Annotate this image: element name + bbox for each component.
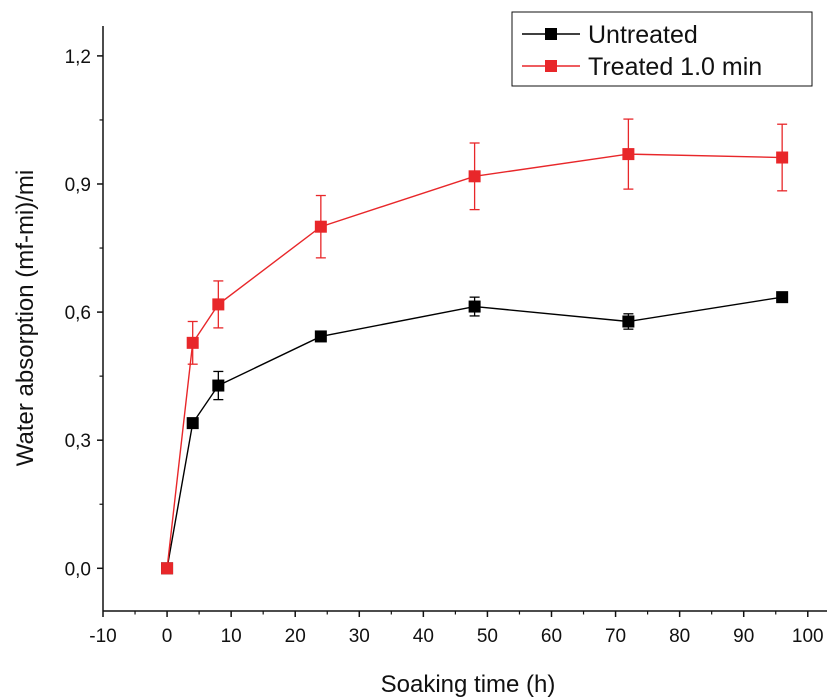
data-point bbox=[314, 220, 327, 233]
x-tick-label: 60 bbox=[541, 626, 562, 647]
data-point bbox=[186, 417, 199, 430]
data-point bbox=[468, 170, 481, 183]
series-layer bbox=[161, 118, 789, 575]
legend-items: Untreated Treated 1.0 min bbox=[522, 21, 762, 81]
y-tick-label: 0,3 bbox=[65, 431, 91, 452]
x-tick-label: 100 bbox=[792, 626, 824, 647]
data-point bbox=[314, 330, 327, 343]
data-point bbox=[186, 336, 199, 349]
x-tick-label: 50 bbox=[477, 626, 498, 647]
x-tick-label: 20 bbox=[285, 626, 306, 647]
y-ticks: 0,0 0,3 0,6 0,9 1,2 bbox=[65, 47, 103, 580]
series-line bbox=[166, 296, 783, 569]
data-point bbox=[622, 148, 635, 161]
legend-label: Treated 1.0 min bbox=[588, 53, 762, 81]
y-tick-label: 0,0 bbox=[65, 559, 91, 580]
y-tick-label: 1,2 bbox=[65, 47, 91, 68]
x-tick-label: 70 bbox=[605, 626, 626, 647]
x-tick-label: 40 bbox=[413, 626, 434, 647]
data-point bbox=[212, 379, 225, 392]
legend: Untreated Treated 1.0 min bbox=[511, 11, 813, 87]
legend-box bbox=[511, 11, 813, 87]
data-point bbox=[776, 291, 789, 304]
legend-marker bbox=[545, 28, 557, 40]
x-axis-title: Soaking time (h) bbox=[381, 671, 556, 698]
x-tick-label: -10 bbox=[89, 626, 116, 647]
y-tick-label: 0,6 bbox=[65, 303, 91, 324]
x-ticks: -10 0 10 20 30 40 50 60 70 80 90 100 bbox=[89, 611, 824, 647]
y-axis-title: Water absorption (mf-mi)/mi bbox=[12, 170, 39, 466]
data-point bbox=[161, 562, 174, 575]
x-tick-label: 30 bbox=[349, 626, 370, 647]
data-point bbox=[212, 298, 225, 311]
legend-marker bbox=[545, 60, 557, 72]
x-tick-label: 90 bbox=[733, 626, 754, 647]
axes bbox=[102, 26, 827, 612]
data-point bbox=[468, 300, 481, 313]
data-point bbox=[622, 315, 635, 328]
y-tick-label: 0,9 bbox=[65, 175, 91, 196]
legend-label: Untreated bbox=[588, 21, 698, 49]
data-point bbox=[776, 151, 789, 164]
x-tick-label: 10 bbox=[221, 626, 242, 647]
x-tick-label: 0 bbox=[162, 626, 173, 647]
series-treated bbox=[161, 118, 789, 575]
series-line bbox=[166, 153, 783, 569]
x-tick-label: 80 bbox=[669, 626, 690, 647]
series-untreated bbox=[161, 291, 789, 575]
